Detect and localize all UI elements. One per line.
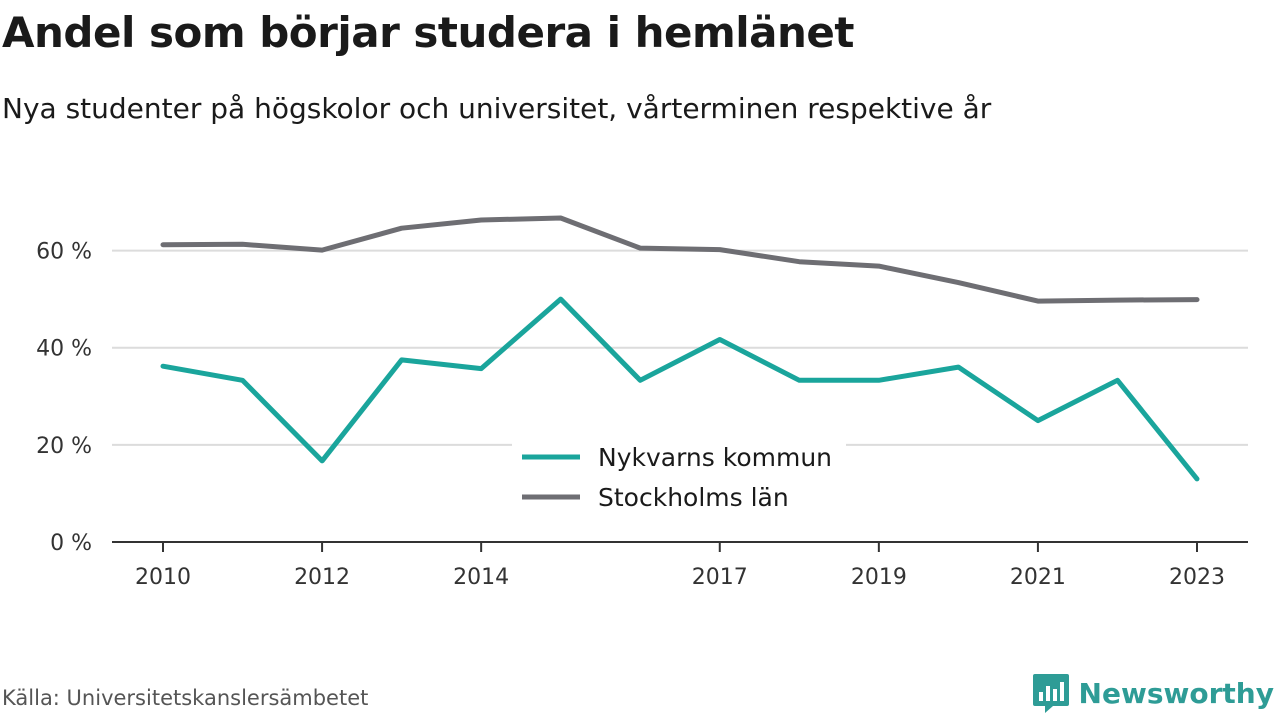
chart-title: Andel som börjar studera i hemlänet — [2, 8, 855, 57]
chart-subtitle: Nya studenter på högskolor och universit… — [2, 92, 992, 125]
legend-background — [512, 437, 846, 519]
brand-name: Newsworthy — [1078, 676, 1274, 710]
series-line-nykvarn — [160, 296, 1200, 482]
x-tick-label: 2019 — [851, 565, 907, 590]
source-note: Källa: Universitetskanslersämbetet — [2, 686, 369, 710]
legend-label-nykvarn: Nykvarns kommun — [598, 443, 832, 472]
newsworthy-logo-icon — [1032, 674, 1069, 713]
x-tick-label: 2012 — [294, 565, 350, 590]
y-axis-ticks: 0 % 20 % 40 % 60 % — [36, 240, 92, 556]
brand-logo: Newsworthy — [1031, 672, 1274, 714]
gridlines — [112, 249, 1248, 446]
y-tick-label: 20 % — [36, 434, 92, 459]
y-tick-label: 0 % — [50, 531, 92, 556]
x-tick-label: 2023 — [1169, 565, 1225, 590]
legend-label-stockholm: Stockholms län — [598, 483, 789, 512]
x-tick-label: 2017 — [692, 565, 748, 590]
series-lines — [160, 215, 1200, 482]
chart-legend: Nykvarns kommun Stockholms län — [512, 437, 846, 519]
x-tick-label: 2021 — [1010, 565, 1066, 590]
x-tick-label: 2010 — [135, 565, 191, 590]
series-line-stockholm — [160, 215, 1200, 304]
y-tick-label: 40 % — [36, 337, 92, 362]
y-tick-label: 60 % — [36, 240, 92, 265]
x-tick-label: 2014 — [453, 565, 509, 590]
x-axis-ticks: 2010 2012 2014 2017 2019 2021 2023 — [135, 542, 1225, 590]
